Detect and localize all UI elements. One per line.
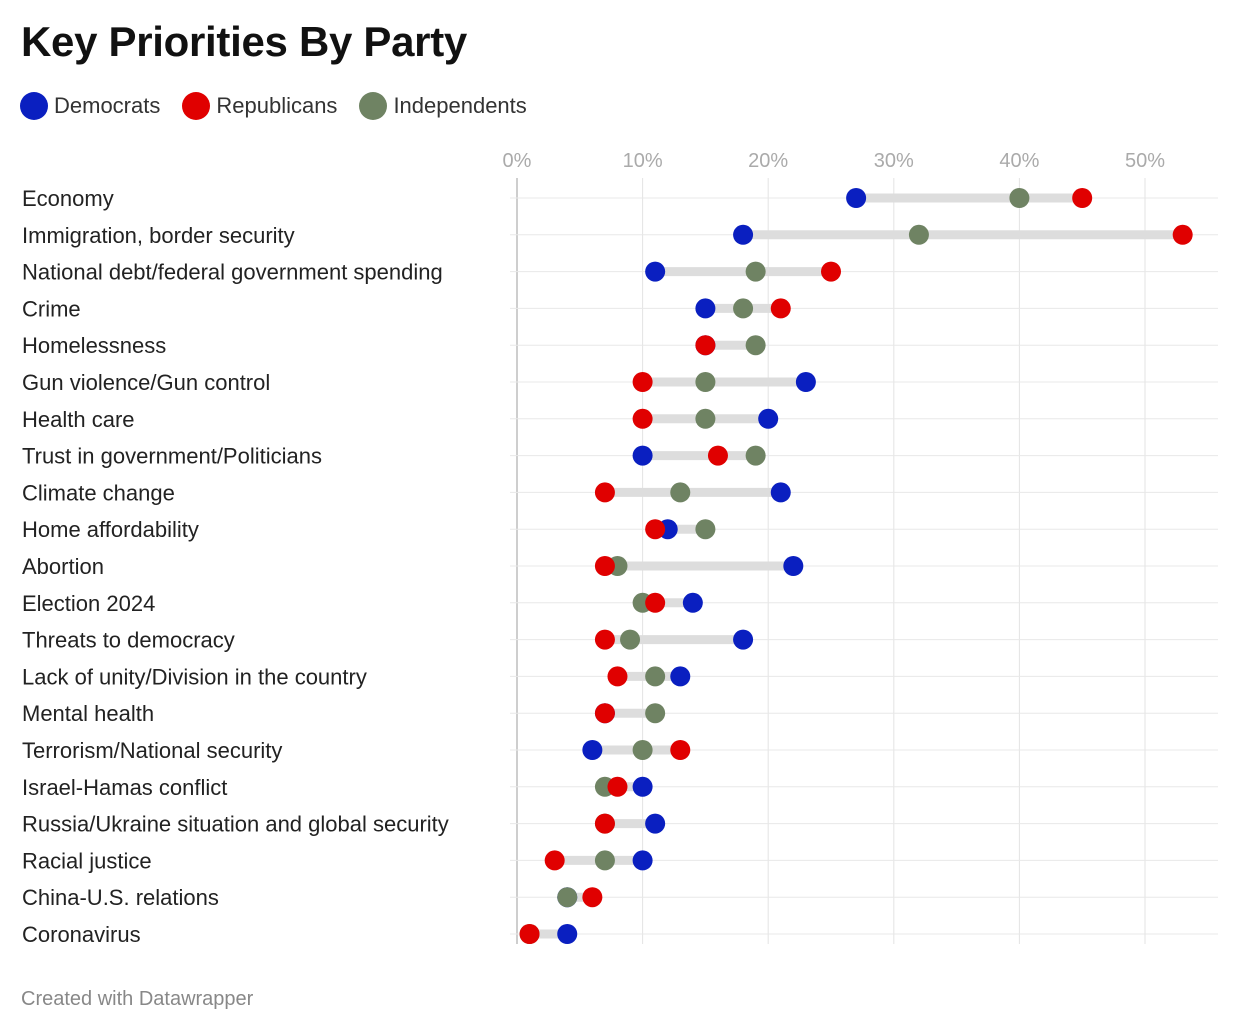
dot-independents-racial-justice — [594, 850, 615, 871]
dot-democrats-national-debt-federal-government-spending — [645, 261, 666, 282]
dot-republicans-abortion — [594, 556, 615, 576]
dot-democrats-russia-ukraine-situation-and-global-security — [645, 813, 666, 834]
x-tick-label-0: 0% — [503, 150, 532, 172]
dot-republicans-gun-violence-gun-control — [632, 372, 653, 392]
dot-democrats-gun-violence-gun-control — [795, 372, 816, 392]
legend-swatch-independents — [359, 92, 388, 120]
legend-item-independents: Independents — [359, 92, 527, 120]
category-label-abortion: Abortion — [22, 554, 104, 579]
dot-independents-mental-health — [645, 703, 666, 724]
dot-republicans-health-care — [632, 408, 653, 429]
legend-item-democrats: Democrats — [20, 92, 160, 120]
dot-independents-national-debt-federal-government-spending — [745, 261, 766, 282]
dot-independents-economy — [1009, 188, 1030, 208]
category-label-china-u-s-relations: China-U.S. relations — [22, 885, 219, 910]
dot-republicans-crime — [770, 298, 791, 319]
dot-democrats-coronavirus — [557, 924, 578, 944]
category-label-health-care: Health care — [22, 407, 135, 432]
x-tick-label-40: 40% — [999, 150, 1039, 172]
dot-republicans-economy — [1072, 188, 1093, 208]
category-label-election-2024: Election 2024 — [22, 591, 155, 616]
dot-republicans-homelessness — [695, 335, 716, 356]
dot-republicans-china-u-s-relations — [582, 887, 603, 908]
dot-independents-climate-change — [670, 482, 691, 503]
category-label-crime: Crime — [22, 296, 81, 321]
dot-democrats-terrorism-national-security — [582, 740, 603, 760]
dot-independents-health-care — [695, 408, 716, 429]
category-label-home-affordability: Home affordability — [22, 517, 199, 542]
category-label-israel-hamas-conflict: Israel-Hamas conflict — [22, 775, 227, 800]
chart-title: Key Priorities By Party — [21, 18, 467, 65]
category-label-economy: Economy — [22, 186, 114, 211]
dot-democrats-election-2024 — [682, 592, 703, 613]
legend: Democrats Republicans Independents — [20, 92, 549, 120]
dot-independents-terrorism-national-security — [632, 740, 653, 760]
category-label-climate-change: Climate change — [22, 480, 175, 505]
dot-independents-immigration-border-security — [908, 224, 929, 245]
dot-democrats-lack-of-unity-division-in-the-country — [670, 666, 691, 687]
dot-republicans-home-affordability — [645, 519, 666, 540]
dot-republicans-immigration-border-security — [1172, 224, 1193, 245]
dot-independents-gun-violence-gun-control — [695, 372, 716, 392]
dot-independents-homelessness — [745, 335, 766, 356]
dot-republicans-israel-hamas-conflict — [607, 776, 628, 797]
dot-republicans-election-2024 — [645, 592, 666, 613]
dot-republicans-terrorism-national-security — [670, 740, 691, 760]
dot-republicans-lack-of-unity-division-in-the-country — [607, 666, 628, 687]
legend-label-independents: Independents — [393, 93, 527, 118]
dot-republicans-coronavirus — [519, 924, 540, 944]
dot-democrats-israel-hamas-conflict — [632, 776, 653, 797]
category-label-racial-justice: Racial justice — [22, 848, 152, 873]
category-label-terrorism-national-security: Terrorism/National security — [22, 738, 282, 763]
category-label-gun-violence-gun-control: Gun violence/Gun control — [22, 370, 270, 395]
footer-credit: Created with Datawrapper — [21, 988, 254, 1010]
category-label-russia-ukraine-situation-and-global-security: Russia/Ukraine situation and global secu… — [22, 812, 449, 837]
category-label-trust-in-government-politicians: Trust in government/Politicians — [22, 444, 322, 469]
dot-democrats-threats-to-democracy — [733, 629, 754, 650]
legend-swatch-republicans — [182, 92, 211, 120]
category-label-coronavirus: Coronavirus — [22, 922, 141, 947]
category-label-homelessness: Homelessness — [22, 333, 166, 358]
x-tick-label-50: 50% — [1125, 150, 1165, 172]
category-label-threats-to-democracy: Threats to democracy — [22, 628, 235, 653]
dot-independents-home-affordability — [695, 519, 716, 540]
category-label-national-debt-federal-government-spending: National debt/federal government spendin… — [22, 260, 443, 285]
dot-independents-trust-in-government-politicians — [745, 445, 766, 466]
dot-republicans-threats-to-democracy — [594, 629, 615, 650]
x-tick-label-20: 20% — [748, 150, 788, 172]
dot-republicans-national-debt-federal-government-spending — [821, 261, 841, 282]
dot-republicans-mental-health — [594, 703, 615, 724]
dot-democrats-immigration-border-security — [733, 224, 754, 245]
dot-democrats-abortion — [783, 556, 804, 576]
dot-republicans-racial-justice — [544, 850, 565, 871]
dot-republicans-russia-ukraine-situation-and-global-security — [594, 813, 615, 834]
dot-independents-crime — [733, 298, 754, 319]
dot-democrats-climate-change — [770, 482, 791, 503]
x-tick-label-30: 30% — [874, 150, 914, 172]
dot-republicans-climate-change — [594, 482, 615, 503]
legend-swatch-democrats — [20, 92, 48, 120]
dot-independents-threats-to-democracy — [620, 629, 641, 650]
category-label-lack-of-unity-division-in-the-country: Lack of unity/Division in the country — [22, 664, 367, 689]
dot-republicans-trust-in-government-politicians — [707, 445, 728, 466]
legend-label-republicans: Republicans — [216, 93, 338, 118]
dot-democrats-trust-in-government-politicians — [632, 445, 653, 466]
x-tick-label-10: 10% — [623, 150, 663, 172]
dot-democrats-economy — [846, 188, 867, 208]
dot-democrats-health-care — [758, 408, 779, 429]
dot-democrats-crime — [695, 298, 716, 319]
dot-independents-lack-of-unity-division-in-the-country — [645, 666, 666, 687]
legend-item-republicans: Republicans — [182, 92, 337, 120]
category-label-mental-health: Mental health — [22, 701, 154, 726]
legend-label-democrats: Democrats — [54, 93, 161, 118]
dot-democrats-racial-justice — [632, 850, 653, 871]
dot-independents-china-u-s-relations — [557, 887, 578, 908]
category-label-immigration-border-security: Immigration, border security — [22, 223, 295, 248]
